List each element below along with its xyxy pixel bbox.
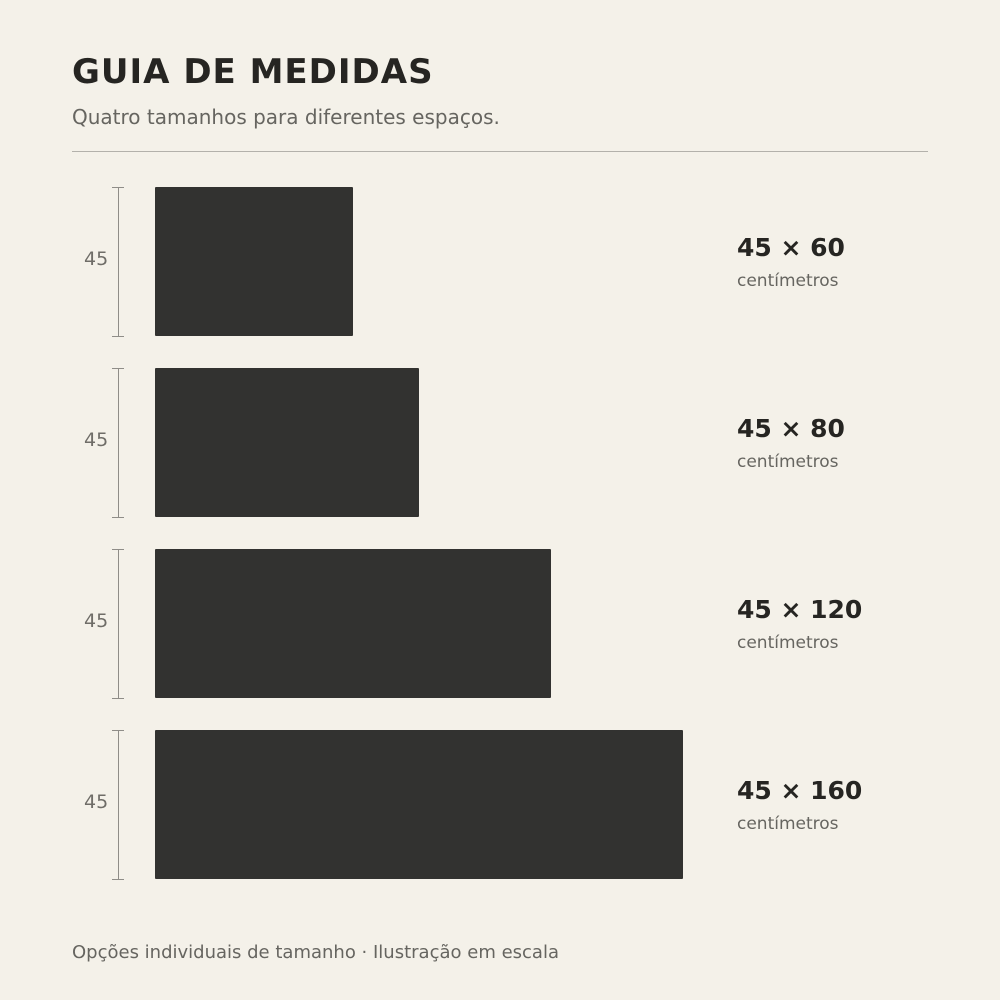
unit-label: centímetros bbox=[737, 271, 839, 291]
size-label: 45 × 120 bbox=[737, 595, 863, 624]
height-label: 45 bbox=[84, 791, 109, 813]
rug-shape bbox=[155, 187, 353, 336]
height-label: 45 bbox=[84, 248, 109, 270]
size-label: 45 × 60 bbox=[737, 233, 845, 262]
rug-shape bbox=[155, 730, 683, 879]
unit-label: centímetros bbox=[737, 633, 839, 653]
rug-shape bbox=[155, 368, 419, 517]
header-divider bbox=[72, 151, 928, 152]
height-dimension-bracket bbox=[112, 549, 124, 699]
size-option-row: 45 45 × 160 centímetros bbox=[0, 730, 1000, 880]
height-dimension-bracket bbox=[112, 187, 124, 337]
footer-note: Opções individuais de tamanho · Ilustraç… bbox=[72, 942, 559, 963]
unit-label: centímetros bbox=[737, 452, 839, 472]
page-title: GUIA DE MEDIDAS bbox=[72, 52, 434, 92]
height-label: 45 bbox=[84, 610, 109, 632]
height-label: 45 bbox=[84, 429, 109, 451]
height-dimension-bracket bbox=[112, 368, 124, 518]
size-option-row: 45 45 × 120 centímetros bbox=[0, 549, 1000, 699]
page-subtitle: Quatro tamanhos para diferentes espaços. bbox=[72, 105, 500, 129]
size-label: 45 × 80 bbox=[737, 414, 845, 443]
size-option-row: 45 45 × 80 centímetros bbox=[0, 368, 1000, 518]
rug-shape bbox=[155, 549, 551, 698]
size-option-row: 45 45 × 60 centímetros bbox=[0, 187, 1000, 337]
size-label: 45 × 160 bbox=[737, 776, 863, 805]
height-dimension-bracket bbox=[112, 730, 124, 880]
unit-label: centímetros bbox=[737, 814, 839, 834]
